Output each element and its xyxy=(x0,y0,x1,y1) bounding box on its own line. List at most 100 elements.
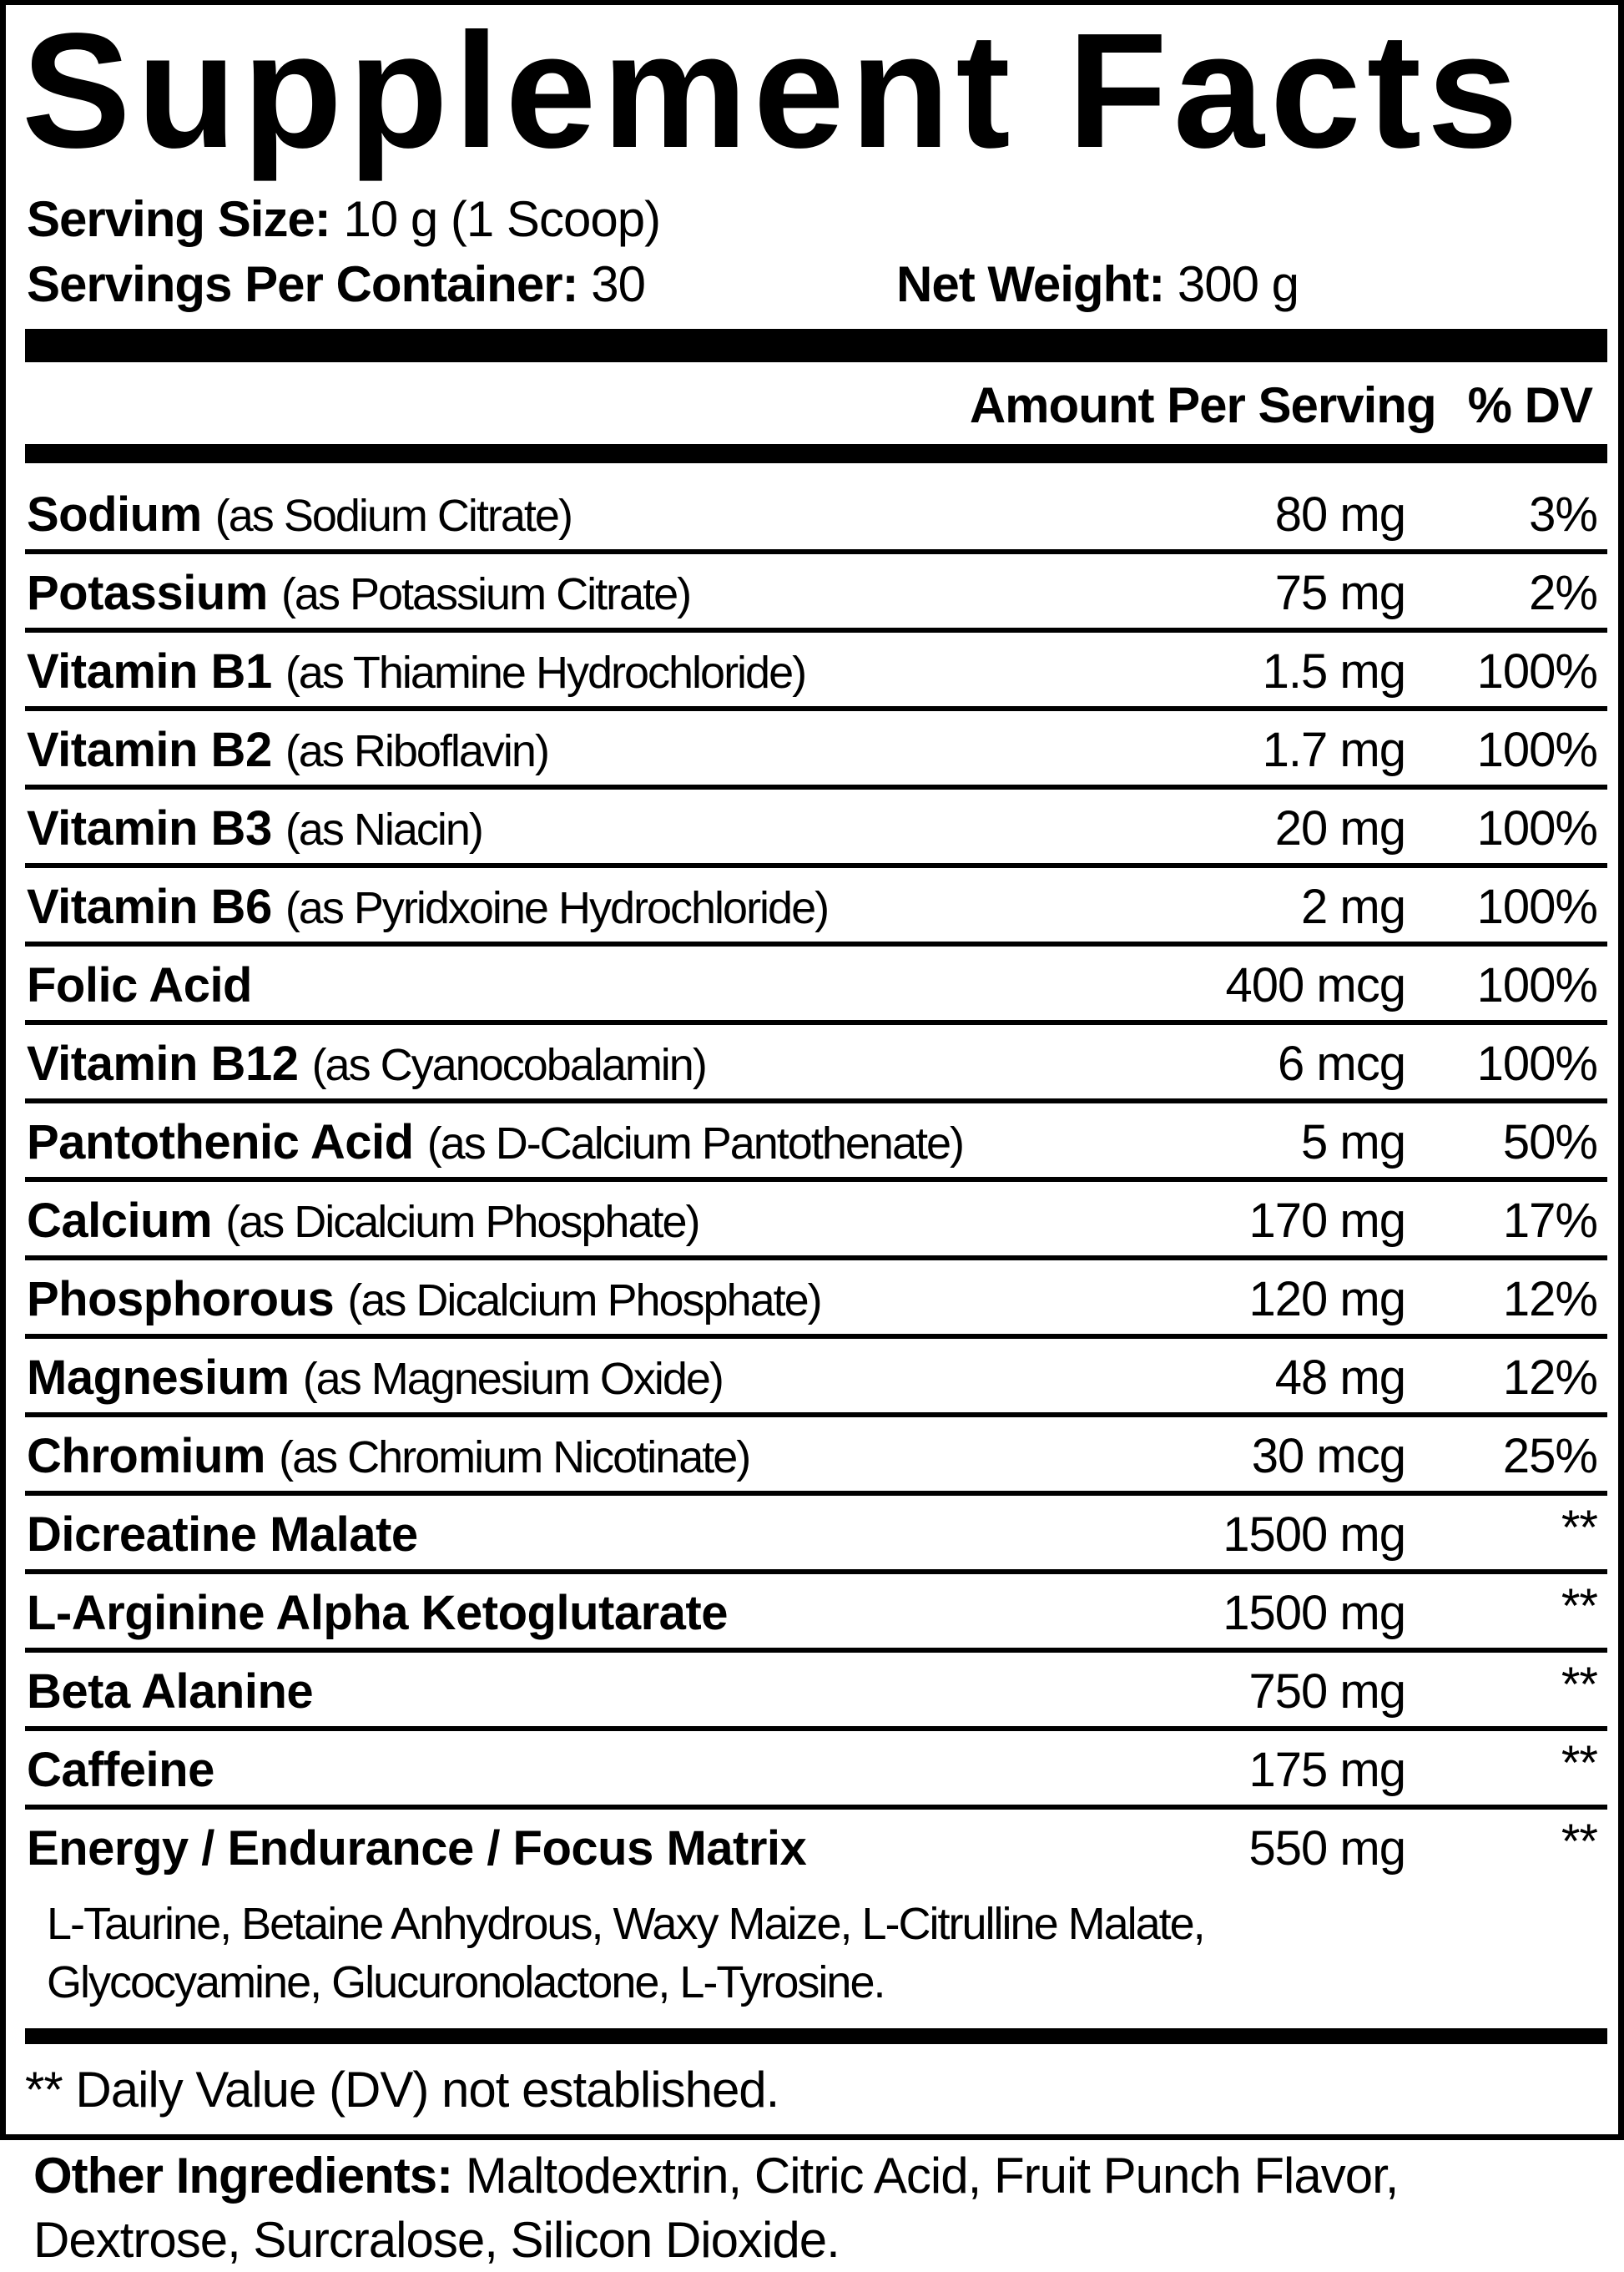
nutrient-source: (as Niacin) xyxy=(285,805,484,855)
nutrient-amount: 48 mg xyxy=(1274,1351,1406,1405)
nutrient-row: Phosphorous (as Dicalcium Phosphate) 120 … xyxy=(25,1260,1607,1339)
nutrient-amount: 550 mg xyxy=(1248,1821,1406,1876)
dv-header: % DV xyxy=(1467,377,1593,433)
nutrient-row: L-Arginine Alpha Ketoglutarate 1500 mg ** xyxy=(25,1574,1607,1653)
nutrient-name: Caffeine xyxy=(27,1743,214,1797)
nutrient-amount: 20 mg xyxy=(1274,801,1406,856)
nutrient-source: (as Chromium Nicotinate) xyxy=(279,1432,751,1482)
net-weight-label: Net Weight: xyxy=(896,256,1165,312)
panel-title: Supplement Facts xyxy=(22,0,1525,182)
nutrient-name: Beta Alanine xyxy=(27,1664,314,1719)
nutrient-dv: 100% xyxy=(1476,644,1598,699)
nutrient-name: Vitamin B2 xyxy=(27,723,272,777)
nutrient-source: (as Potassium Citrate) xyxy=(280,569,692,619)
nutrient-name-cell: L-Arginine Alpha Ketoglutarate xyxy=(27,1581,729,1646)
nutrient-name: Vitamin B6 xyxy=(27,880,272,934)
nutrient-name-cell: Vitamin B3 (as Niacin) xyxy=(27,796,484,862)
nutrient-row: Vitamin B3 (as Niacin) 20 mg 100% xyxy=(25,790,1607,868)
nutrient-name: Chromium xyxy=(27,1429,266,1483)
nutrient-name: Dicreatine Malate xyxy=(27,1507,418,1562)
nutrient-source: (as Sodium Citrate) xyxy=(214,491,573,541)
nutrient-row: Caffeine 175 mg ** xyxy=(25,1731,1607,1810)
nutrient-name-cell: Chromium (as Chromium Nicotinate) xyxy=(27,1424,751,1490)
nutrient-amount: 80 mg xyxy=(1274,487,1406,542)
nutrient-name: L-Arginine Alpha Ketoglutarate xyxy=(27,1586,729,1640)
nutrient-dv: 2% xyxy=(1529,566,1598,620)
nutrient-source: (as Pyridxoine Hydrochloride) xyxy=(285,883,830,933)
nutrient-table: Sodium (as Sodium Citrate) 80 mg 3% Potassi… xyxy=(25,476,1607,1883)
nutrient-amount: 30 mcg xyxy=(1251,1429,1406,1483)
servings-per-container-value: 30 xyxy=(591,256,646,312)
nutrient-row: Vitamin B12 (as Cyanocobalamin) 6 mcg 100% xyxy=(25,1025,1607,1103)
thick-divider xyxy=(25,329,1607,362)
nutrient-name: Vitamin B1 xyxy=(27,644,272,699)
nutrient-row: Dicreatine Malate 1500 mg ** xyxy=(25,1496,1607,1574)
nutrient-source: (as Magnesium Oxide) xyxy=(302,1354,724,1404)
nutrient-name-cell: Phosphorous (as Dicalcium Phosphate) xyxy=(27,1267,823,1333)
serving-size-label: Serving Size: xyxy=(27,191,331,247)
bottom-divider xyxy=(25,2028,1607,2044)
nutrient-name-cell: Vitamin B1 (as Thiamine Hydrochloride) xyxy=(27,639,807,705)
nutrient-name-cell: Sodium (as Sodium Citrate) xyxy=(27,482,573,548)
nutrient-name-cell: Magnesium (as Magnesium Oxide) xyxy=(27,1346,724,1411)
nutrient-source: (as D-Calcium Pantothenate) xyxy=(426,1118,965,1169)
other-ingredients: Other Ingredients: Maltodextrin, Citric … xyxy=(33,2143,1602,2272)
matrix-ingredients-line: Glycocyamine, Glucuronolactone, L-Tyrosi… xyxy=(47,1957,885,2007)
nutrient-name: Folic Acid xyxy=(27,958,253,1012)
serving-size-value: 10 g (1 Scoop) xyxy=(343,191,661,247)
serving-size: Serving Size: 10 g (1 Scoop) xyxy=(27,190,661,249)
nutrient-name-cell: Caffeine xyxy=(27,1738,214,1803)
servings-per-container: Servings Per Container: 30 xyxy=(27,255,646,314)
nutrient-row: Vitamin B1 (as Thiamine Hydrochloride) 1.… xyxy=(25,633,1607,711)
nutrient-name-cell: Pantothenic Acid (as D-Calcium Pantothen… xyxy=(27,1110,965,1176)
nutrient-source: (as Thiamine Hydrochloride) xyxy=(285,648,807,698)
nutrient-source: (as Cyanocobalamin) xyxy=(311,1040,708,1090)
servings-per-container-label: Servings Per Container: xyxy=(27,256,579,312)
nutrient-source: (as Riboflavin) xyxy=(285,726,550,776)
nutrient-dv: 17% xyxy=(1502,1194,1598,1248)
nutrient-amount: 1.7 mg xyxy=(1262,723,1406,777)
nutrient-amount: 6 mcg xyxy=(1278,1037,1406,1091)
nutrient-name-cell: Folic Acid xyxy=(27,953,253,1018)
other-ingredients-label: Other Ingredients: xyxy=(33,2148,453,2204)
nutrient-dv: ** xyxy=(1561,1815,1598,1869)
nutrient-name: Vitamin B3 xyxy=(27,801,272,856)
nutrient-row: Pantothenic Acid (as D-Calcium Pantothen… xyxy=(25,1103,1607,1182)
nutrient-dv: 100% xyxy=(1476,1037,1598,1091)
nutrient-amount: 1500 mg xyxy=(1223,1507,1406,1562)
nutrient-row: Sodium (as Sodium Citrate) 80 mg 3% xyxy=(25,476,1607,554)
nutrient-row: Calcium (as Dicalcium Phosphate) 170 mg 17… xyxy=(25,1182,1607,1260)
dv-footnote: ** Daily Value (DV) not established. xyxy=(25,2062,779,2118)
nutrient-dv: 12% xyxy=(1502,1351,1598,1405)
net-weight-value: 300 g xyxy=(1177,256,1299,312)
nutrient-amount: 400 mcg xyxy=(1225,958,1406,1012)
nutrient-name: Sodium xyxy=(27,487,202,542)
nutrient-dv: ** xyxy=(1561,1501,1598,1555)
net-weight: Net Weight: 300 g xyxy=(896,255,1299,314)
nutrient-name: Potassium xyxy=(27,566,268,620)
nutrient-dv: 100% xyxy=(1476,880,1598,934)
nutrient-dv: ** xyxy=(1561,1579,1598,1633)
amount-per-serving-header: Amount Per Serving xyxy=(969,377,1437,433)
nutrient-amount: 1500 mg xyxy=(1223,1586,1406,1640)
nutrient-dv: 25% xyxy=(1502,1429,1598,1483)
nutrient-row: Folic Acid 400 mcg 100% xyxy=(25,947,1607,1025)
medium-divider xyxy=(25,444,1607,463)
nutrient-amount: 75 mg xyxy=(1274,566,1406,620)
nutrient-dv: 100% xyxy=(1476,801,1598,856)
supplement-facts-panel xyxy=(0,0,1624,2140)
nutrient-row: Beta Alanine 750 mg ** xyxy=(25,1653,1607,1731)
matrix-ingredients-line: L-Taurine, Betaine Anhydrous, Waxy Maize… xyxy=(47,1899,1206,1949)
nutrient-name-cell: Vitamin B6 (as Pyridxoine Hydrochloride) xyxy=(27,875,830,941)
nutrient-name: Vitamin B12 xyxy=(27,1037,299,1091)
nutrient-dv: 100% xyxy=(1476,958,1598,1012)
nutrient-name-cell: Dicreatine Malate xyxy=(27,1502,418,1568)
nutrient-name: Energy / Endurance / Focus Matrix xyxy=(27,1821,807,1876)
nutrient-name-cell: Potassium (as Potassium Citrate) xyxy=(27,561,692,627)
nutrient-name-cell: Energy / Endurance / Focus Matrix xyxy=(27,1816,807,1881)
nutrient-amount: 170 mg xyxy=(1248,1194,1406,1248)
nutrient-amount: 175 mg xyxy=(1248,1743,1406,1797)
nutrient-amount: 2 mg xyxy=(1301,880,1406,934)
nutrient-amount: 120 mg xyxy=(1248,1272,1406,1326)
nutrient-name: Pantothenic Acid xyxy=(27,1115,414,1169)
